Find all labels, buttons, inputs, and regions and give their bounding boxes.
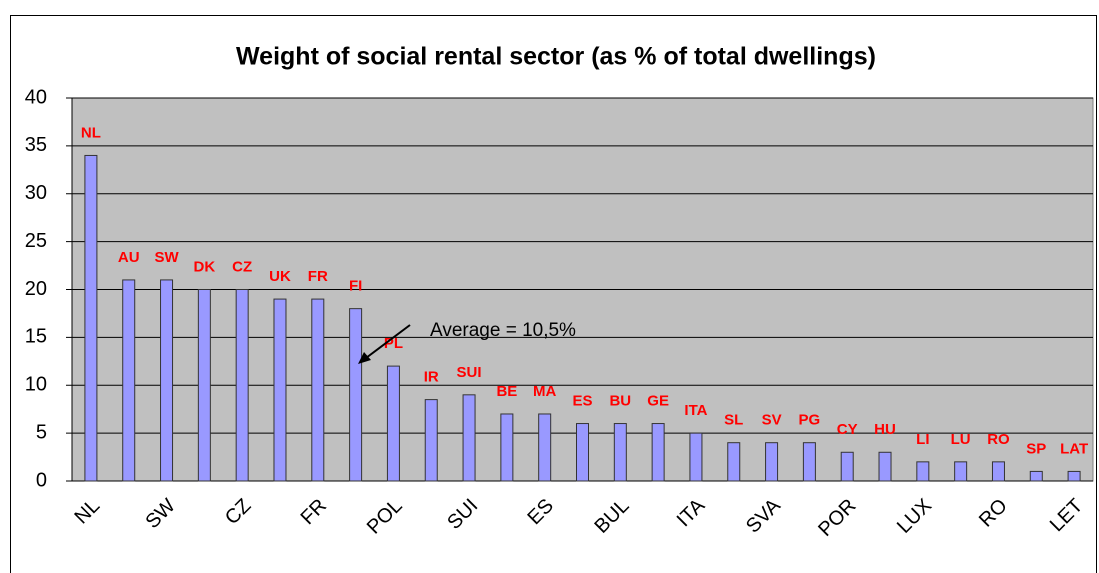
data-label: RO bbox=[987, 431, 1010, 448]
bar bbox=[160, 279, 174, 482]
arrow-head bbox=[358, 352, 371, 364]
bar bbox=[462, 394, 476, 482]
bar bbox=[1029, 470, 1043, 482]
data-label: UK bbox=[269, 268, 291, 285]
bar bbox=[311, 298, 325, 482]
bar bbox=[840, 451, 854, 482]
bar bbox=[1067, 470, 1081, 482]
y-tick-label: 40 bbox=[25, 86, 47, 108]
bar bbox=[613, 423, 627, 482]
data-label: SW bbox=[154, 249, 179, 266]
bar bbox=[235, 289, 249, 482]
chart-title: Weight of social rental sector (as % of … bbox=[236, 43, 876, 71]
data-label: PG bbox=[799, 412, 821, 429]
y-tick-label: 20 bbox=[25, 278, 47, 300]
bar bbox=[954, 461, 968, 482]
data-label: SV bbox=[762, 412, 782, 429]
bar bbox=[500, 413, 514, 482]
y-tick-label: 5 bbox=[36, 421, 47, 443]
y-tick-label: 30 bbox=[25, 182, 47, 204]
y-tick-label: 25 bbox=[25, 230, 47, 252]
bar bbox=[122, 279, 136, 482]
data-label: CZ bbox=[232, 258, 252, 275]
data-label: FR bbox=[308, 268, 328, 285]
data-label: FI bbox=[349, 278, 362, 295]
bar bbox=[689, 432, 703, 482]
data-label: GE bbox=[647, 393, 669, 410]
annotation: Average = 10,5% bbox=[430, 320, 576, 341]
y-tick-label: 35 bbox=[25, 134, 47, 156]
bar bbox=[197, 289, 211, 482]
data-label: ITA bbox=[684, 402, 707, 419]
data-label: ES bbox=[572, 393, 592, 410]
annotation-arrow bbox=[365, 324, 411, 359]
data-label: AU bbox=[118, 249, 140, 266]
bar bbox=[349, 308, 363, 482]
bar bbox=[991, 461, 1005, 482]
bar bbox=[84, 154, 98, 482]
bar bbox=[802, 442, 816, 482]
data-label: LU bbox=[951, 431, 971, 448]
data-label: PL bbox=[384, 335, 403, 352]
y-tick-label: 15 bbox=[25, 326, 47, 348]
bar bbox=[651, 423, 665, 482]
bar bbox=[916, 461, 930, 482]
bar bbox=[576, 423, 589, 482]
data-label: DK bbox=[194, 258, 216, 275]
data-label: SUI bbox=[457, 364, 482, 381]
data-label: CY bbox=[837, 421, 858, 438]
bar bbox=[765, 442, 779, 482]
bar bbox=[424, 399, 438, 482]
data-label: NL bbox=[81, 124, 101, 141]
data-label: MA bbox=[533, 383, 556, 400]
bar bbox=[727, 442, 741, 482]
y-tick-label: 0 bbox=[36, 469, 47, 491]
data-label: LI bbox=[916, 431, 929, 448]
data-label: HU bbox=[874, 421, 896, 438]
bar bbox=[538, 413, 552, 482]
data-label: LAT bbox=[1060, 440, 1088, 457]
y-tick-label: 10 bbox=[25, 374, 47, 396]
data-label: SP bbox=[1026, 440, 1046, 457]
bar bbox=[878, 451, 892, 482]
data-label: IR bbox=[424, 369, 439, 386]
data-label: BU bbox=[609, 393, 631, 410]
bar bbox=[273, 298, 287, 482]
data-label: SL bbox=[724, 412, 743, 429]
bar bbox=[386, 365, 400, 482]
data-label: BE bbox=[496, 383, 517, 400]
